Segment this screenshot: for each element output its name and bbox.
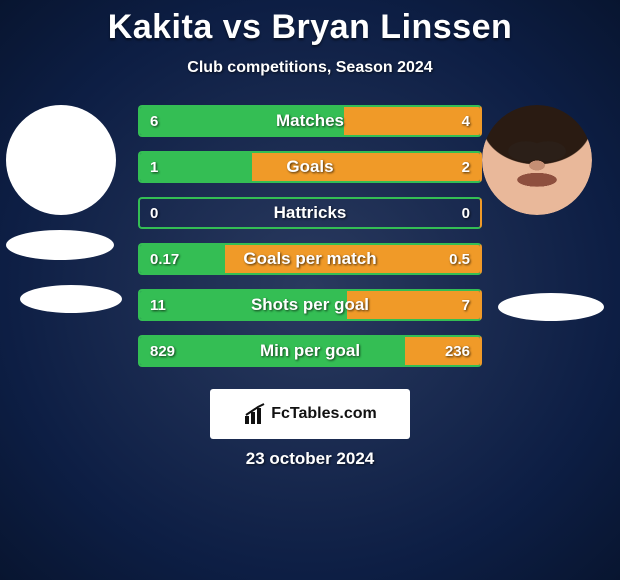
stat-value-left: 829 [140, 337, 185, 365]
page-title: Kakita vs Bryan Linssen [0, 0, 620, 47]
stat-value-right: 2 [452, 153, 480, 181]
subtitle: Club competitions, Season 2024 [0, 59, 620, 77]
stat-row: Matches6 4 [138, 105, 482, 137]
stat-label: Goals per match [140, 245, 480, 273]
stat-value-left: 0.17 [140, 245, 189, 273]
player1-shadow-2 [20, 285, 122, 313]
player1-avatar [6, 105, 116, 215]
player2-name: Bryan Linssen [271, 8, 512, 46]
stat-row: Shots per goal11 7 [138, 289, 482, 321]
stat-label: Matches [140, 107, 480, 135]
stat-value-right: 7 [452, 291, 480, 319]
stat-label: Min per goal [140, 337, 480, 365]
stat-value-right: 0 [452, 199, 480, 227]
site-badge[interactable]: FcTables.com [210, 389, 410, 439]
player1-shadow-1 [6, 230, 114, 260]
stat-label: Goals [140, 153, 480, 181]
stat-label: Shots per goal [140, 291, 480, 319]
stat-bars-column: Matches6 4 Goals1 2 Hattricks0 0 Goals per mat… [138, 105, 482, 367]
stat-value-right: 236 [435, 337, 480, 365]
stat-value-left: 0 [140, 199, 168, 227]
stat-row: Goals per match0.17 0.5 [138, 243, 482, 275]
stat-row: Hattricks0 0 [138, 197, 482, 229]
stat-row: Min per goal829 236 [138, 335, 482, 367]
stat-value-left: 11 [140, 291, 176, 319]
stat-row: Goals1 2 [138, 151, 482, 183]
stat-value-left: 1 [140, 153, 168, 181]
comparison-area: Matches6 4 Goals1 2 Hattricks0 0 Goals per mat… [0, 105, 620, 375]
footer-date: 23 october 2024 [0, 449, 620, 469]
player2-avatar [482, 105, 592, 215]
player2-shadow [498, 293, 604, 321]
site-name: FcTables.com [271, 405, 377, 423]
stat-label: Hattricks [140, 199, 480, 227]
site-logo-icon [243, 402, 267, 426]
stat-value-right: 0.5 [439, 245, 480, 273]
stat-value-right: 4 [452, 107, 480, 135]
player1-name: Kakita [108, 8, 213, 46]
vs-separator: vs [223, 8, 262, 46]
stat-value-left: 6 [140, 107, 168, 135]
